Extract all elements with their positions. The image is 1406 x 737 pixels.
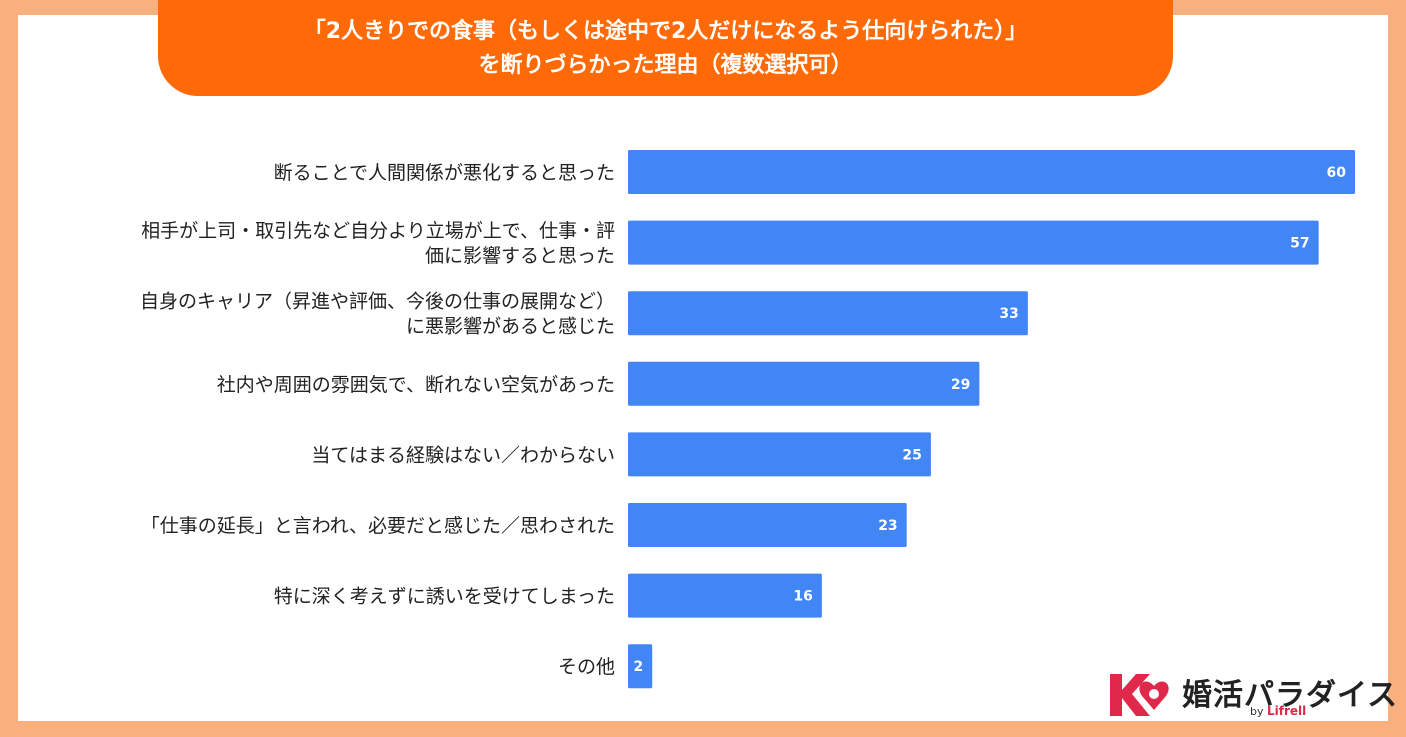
bar-2 (628, 291, 1028, 336)
bar-value-label-6: 16 (793, 589, 812, 605)
bar-1 (628, 220, 1319, 265)
bar-0 (628, 150, 1355, 194)
category-label-4: 当てはまる経験はない／わからない (311, 444, 615, 466)
bar-value-label-0: 60 (1327, 165, 1347, 181)
title-line-2: を断りづらかった理由（複数選択可） (478, 53, 853, 78)
category-label-7: その他 (558, 656, 615, 678)
logo-brand: Lifrell (1267, 704, 1307, 718)
logo-by: by (1250, 705, 1264, 718)
bar-5 (628, 503, 907, 547)
category-label-2-line-1: に悪影響があると感じた (406, 316, 615, 338)
bar-4 (628, 432, 931, 477)
category-label-1-line-1: 価に影響すると思った (425, 245, 615, 267)
category-label-1-line-0: 相手が上司・取引先など自分より立場が上で、仕事・評 (141, 220, 615, 242)
bar-value-label-2: 33 (999, 306, 1018, 322)
category-label-5: 「仕事の延長」と言われ、必要だと感じた／思わされた (141, 515, 615, 537)
category-label-6: 特に深く考えずに誘いを受けてしまった (274, 586, 615, 608)
bar-7 (628, 644, 653, 689)
category-label-0: 断ることで人間関係が悪化すると思った (274, 162, 615, 184)
bar-value-label-5: 23 (878, 518, 897, 534)
bar-value-label-4: 25 (902, 447, 921, 463)
bar-3 (628, 361, 980, 406)
brand-logo: 婚活パラダイス by Lifrell (1108, 668, 1397, 720)
title-line-1: 「2人きりでの食事（もしくは途中で2人だけになるよう仕向けられた）」 (303, 19, 1028, 44)
logo-name: 婚活パラダイス (1182, 678, 1399, 713)
bar-value-label-7: 2 (633, 659, 643, 675)
logo-mark-icon (1110, 674, 1169, 716)
bar-value-label-1: 57 (1290, 236, 1309, 252)
bar-6 (628, 573, 822, 618)
category-label-3: 社内や周囲の雰囲気で、断れない空気があった (217, 374, 615, 396)
category-label-2-line-0: 自身のキャリア（昇進や評価、今後の仕事の展開など） (140, 291, 615, 313)
chart-title: 「2人きりでの食事（もしくは途中で2人だけになるよう仕向けられた）」 を断りづら… (158, 0, 1173, 96)
bar-value-label-3: 29 (951, 377, 970, 393)
logo-byline: by Lifrell (1250, 704, 1306, 718)
